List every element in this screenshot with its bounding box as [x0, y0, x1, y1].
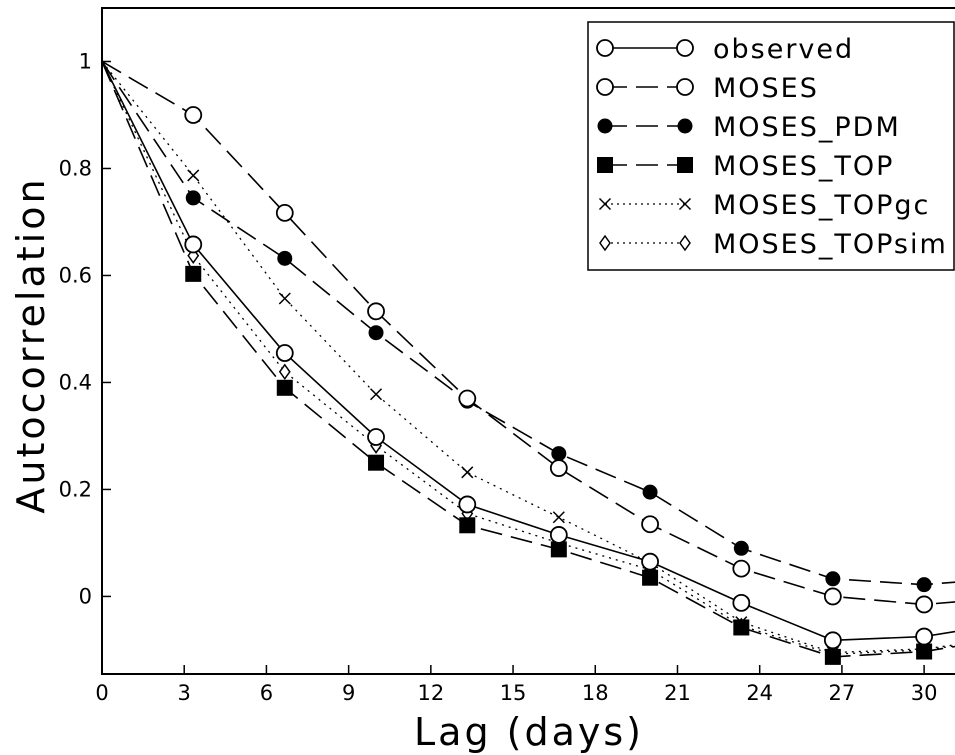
data-point — [733, 619, 750, 636]
legend-label: MOSES_TOPgc — [713, 190, 930, 221]
data-point — [368, 325, 384, 341]
data-point — [185, 265, 202, 282]
series-line — [102, 61, 955, 586]
legend-marker-left — [596, 39, 614, 57]
legend-marker-right — [677, 157, 693, 173]
data-point — [458, 495, 477, 514]
legend-label: MOSES — [713, 73, 819, 104]
data-point — [823, 631, 842, 650]
legend-marker-left — [597, 118, 613, 134]
data-point — [916, 643, 933, 660]
x-tick-label: 3 — [178, 681, 191, 705]
data-point — [733, 540, 749, 556]
data-point — [275, 344, 294, 362]
data-point — [277, 250, 293, 266]
legend-item: MOSES_TOP — [597, 151, 894, 182]
data-point — [370, 388, 383, 401]
legend-marker-right — [678, 197, 692, 211]
data-point — [185, 190, 201, 206]
x-tick-label: 18 — [582, 681, 609, 705]
data-point — [276, 379, 293, 396]
x-tick-label: 6 — [260, 681, 273, 705]
data-point — [916, 577, 932, 593]
data-point — [187, 169, 200, 182]
legend-marker-left — [596, 78, 614, 96]
legend-marker-right — [679, 234, 691, 252]
plot-frame — [101, 7, 955, 675]
x-tick-label: 0 — [95, 681, 108, 705]
data-point — [732, 593, 751, 612]
legend-item: MOSES — [596, 73, 819, 104]
x-tick-label: 27 — [829, 681, 856, 705]
data-point — [367, 428, 385, 446]
data-point — [551, 446, 567, 462]
y-tick-label: 0.2 — [59, 477, 92, 501]
legend-label: observed — [713, 34, 854, 65]
data-point — [642, 569, 659, 586]
data-point — [461, 466, 474, 479]
data-point — [549, 459, 568, 477]
legend-item: MOSES_TOPsim — [599, 229, 948, 260]
legend-item: MOSES_TOPgc — [598, 190, 930, 221]
series-line — [102, 60, 955, 606]
data-point — [184, 235, 203, 254]
x-tick-label: 24 — [746, 681, 773, 705]
data-point — [641, 515, 659, 534]
data-point — [642, 484, 658, 500]
legend-marker-left — [599, 234, 611, 252]
data-point — [368, 454, 385, 471]
data-point — [825, 571, 841, 587]
legend-marker-left — [598, 197, 612, 211]
data-point — [459, 517, 476, 534]
axis-ticks: 0 3 6 9 12 15 18 21 24 27 30 0 0.2 0.4 0.6 0.8 1 — [59, 49, 938, 705]
data-point — [915, 627, 934, 646]
x-tick-label: 9 — [342, 681, 355, 705]
legend-marker-right — [677, 118, 693, 134]
data-point — [915, 595, 934, 614]
legend-marker-left — [597, 157, 613, 173]
data-point — [732, 559, 751, 578]
data-point — [824, 648, 841, 665]
data-point — [823, 587, 842, 606]
data-point — [458, 389, 477, 408]
series-observed — [102, 61, 955, 650]
data-point — [275, 203, 294, 222]
x-tick-label: 30 — [911, 681, 938, 705]
x-axis-label: Lag (days) — [414, 710, 644, 754]
legend-marker-right — [676, 78, 694, 96]
data-point — [550, 541, 567, 558]
data-point — [552, 511, 565, 524]
data-point — [278, 363, 291, 381]
data-point — [641, 552, 659, 571]
series-moses — [102, 60, 955, 614]
y-tick-label: 0.6 — [59, 263, 92, 287]
data-point — [549, 526, 568, 544]
legend-label: MOSES_TOP — [713, 151, 894, 182]
legend-label: MOSES_TOPsim — [713, 229, 948, 260]
x-tick-label: 15 — [500, 681, 527, 705]
y-tick-label: 0.8 — [59, 156, 92, 180]
y-axis-label: Autocorrelation — [9, 176, 53, 513]
legend-item: observed — [596, 34, 854, 65]
legend: observed MOSES MOSES_PDM MOSES_TOP MOSES_TOP… — [587, 21, 955, 271]
series-moses-top — [102, 61, 955, 665]
y-tick-label: 1 — [79, 49, 92, 73]
x-tick-label: 12 — [417, 681, 444, 705]
legend-box — [587, 21, 955, 271]
data-point — [367, 302, 385, 321]
x-tick-label: 21 — [664, 681, 691, 705]
y-tick-label: 0 — [79, 584, 92, 608]
series-layer — [102, 60, 955, 665]
data-point — [278, 292, 291, 305]
legend-label: MOSES_PDM — [713, 112, 901, 143]
legend-item: MOSES_PDM — [597, 112, 901, 143]
data-point — [184, 106, 203, 124]
legend-marker-right — [676, 39, 694, 57]
y-tick-label: 0.4 — [59, 370, 92, 394]
